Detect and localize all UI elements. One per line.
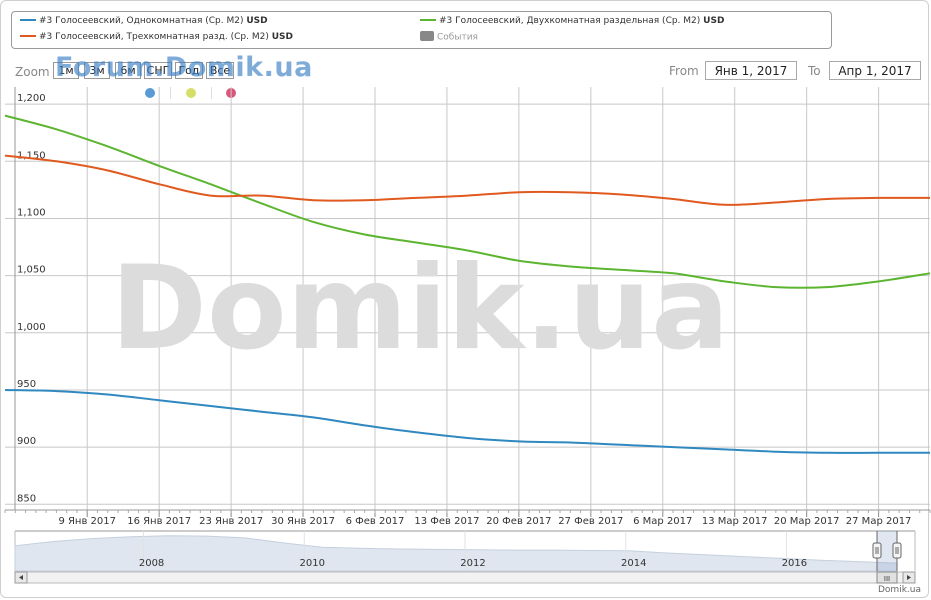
event-marker-yellow[interactable] <box>186 88 196 98</box>
legend-one-room-unit: USD <box>246 16 268 26</box>
navigator-year-label: 2016 <box>782 558 807 569</box>
y-tick-label: 950 <box>17 379 36 390</box>
legend-item-events[interactable]: События <box>420 31 478 43</box>
series-line-one-room[interactable] <box>4 389 930 454</box>
y-tick-label: 850 <box>17 493 36 504</box>
navigator-area <box>14 535 898 572</box>
legend-two-room-swatch <box>420 18 436 21</box>
zoom-ytd-button[interactable]: СНГ <box>144 62 172 79</box>
x-tick-label: 23 Янв 2017 <box>199 516 263 527</box>
legend-two-room-unit: USD <box>703 16 725 26</box>
scrollbar-thumb[interactable] <box>876 571 898 584</box>
legend-three-room-unit: USD <box>271 32 293 42</box>
navigator-year-label: 2012 <box>460 558 485 569</box>
x-tick-label: 6 Мар 2017 <box>633 516 692 527</box>
x-tick-label: 20 Фев 2017 <box>486 516 551 527</box>
x-tick-label: 27 Мар 2017 <box>846 516 912 527</box>
zoom-3m-button[interactable]: 3м <box>84 62 110 79</box>
navigator[interactable]: 2008 2010 2012 2014 2016 III <box>14 530 916 584</box>
y-axis: 1,200 1,150 1,100 1,050 1,000 950 900 850 <box>14 87 46 510</box>
navigator-left-handle[interactable] <box>872 542 882 559</box>
zoom-6m-button[interactable]: 6м <box>115 62 141 79</box>
navigator-year-label: 2008 <box>139 558 164 569</box>
y-tick-label: 900 <box>17 436 36 447</box>
y-tick-label: 1,100 <box>17 207 46 218</box>
x-tick-label: 13 Фев 2017 <box>414 516 479 527</box>
legend-one-room-label: #3 Голосеевский, Однокомнатная (Ср. М2) <box>39 16 244 26</box>
series-lines <box>4 114 931 454</box>
series-line-two-room[interactable] <box>4 114 931 289</box>
x-tick-label: 6 Фев 2017 <box>346 516 405 527</box>
x-axis: 9 Янв 2017 16 Янв 2017 23 Янв 2017 30 Янв 2… <box>4 509 931 527</box>
navigator-year-label: 2010 <box>300 558 325 569</box>
legend-item-three-room[interactable]: #3 Голосеевский, Трехкомнатная разд. (Ср… <box>20 32 293 42</box>
legend-two-room-label: #3 Голосеевский, Двухкомнатная раздельна… <box>439 16 701 26</box>
zoom-label: Zoom <box>15 65 50 79</box>
x-tick-label: 27 Фев 2017 <box>558 516 623 527</box>
event-divider <box>170 87 171 99</box>
event-marker-blue[interactable] <box>145 88 155 98</box>
y-tick-label: 1,150 <box>17 150 46 161</box>
navigator-year-label: 2014 <box>621 558 646 569</box>
to-date-input[interactable] <box>829 61 921 80</box>
legend-item-two-room[interactable]: #3 Голосеевский, Двухкомнатная раздельна… <box>420 16 724 26</box>
legend-events-label: События <box>437 32 478 43</box>
legend-three-room-label: #3 Голосеевский, Трехкомнатная разд. (Ср… <box>39 32 269 42</box>
grid-lines <box>5 87 930 510</box>
navigator-selection[interactable] <box>877 531 897 571</box>
zoom-1y-button[interactable]: Год <box>175 62 203 79</box>
from-label: From <box>669 64 699 78</box>
y-tick-label: 1,050 <box>17 265 46 276</box>
scrollbar-track[interactable] <box>14 571 916 584</box>
legend-one-room-swatch <box>20 18 36 21</box>
legend-three-room-swatch <box>20 34 36 37</box>
arrow-left-icon <box>19 575 23 580</box>
y-tick-label: 1,000 <box>17 322 46 333</box>
scrollbar-grip: III <box>884 575 890 583</box>
legend-item-one-room[interactable]: #3 Голосеевский, Однокомнатная (Ср. М2) … <box>20 16 268 26</box>
legend: #3 Голосеевский, Однокомнатная (Ср. М2) … <box>11 11 832 49</box>
watermark: Domik.ua <box>111 241 730 376</box>
x-tick-label: 13 Мар 2017 <box>702 516 768 527</box>
navigator-right-handle[interactable] <box>892 542 902 559</box>
x-tick-label: 20 Мар 2017 <box>774 516 840 527</box>
to-label: To <box>808 64 821 78</box>
legend-events-swatch <box>420 31 434 41</box>
event-divider <box>211 87 212 99</box>
zoom-1m-button[interactable]: 1м <box>53 62 79 79</box>
from-date-input[interactable] <box>705 61 797 80</box>
zoom-all-button[interactable]: Все <box>206 62 234 79</box>
y-tick-label: 1,200 <box>17 93 46 104</box>
x-tick-label: 9 Янв 2017 <box>58 516 116 527</box>
footer-credit: Domik.ua <box>878 585 921 595</box>
x-tick-label: 16 Янв 2017 <box>127 516 191 527</box>
series-line-three-room[interactable] <box>4 154 931 206</box>
x-tick-label: 30 Янв 2017 <box>271 516 335 527</box>
arrow-right-icon <box>907 575 911 580</box>
